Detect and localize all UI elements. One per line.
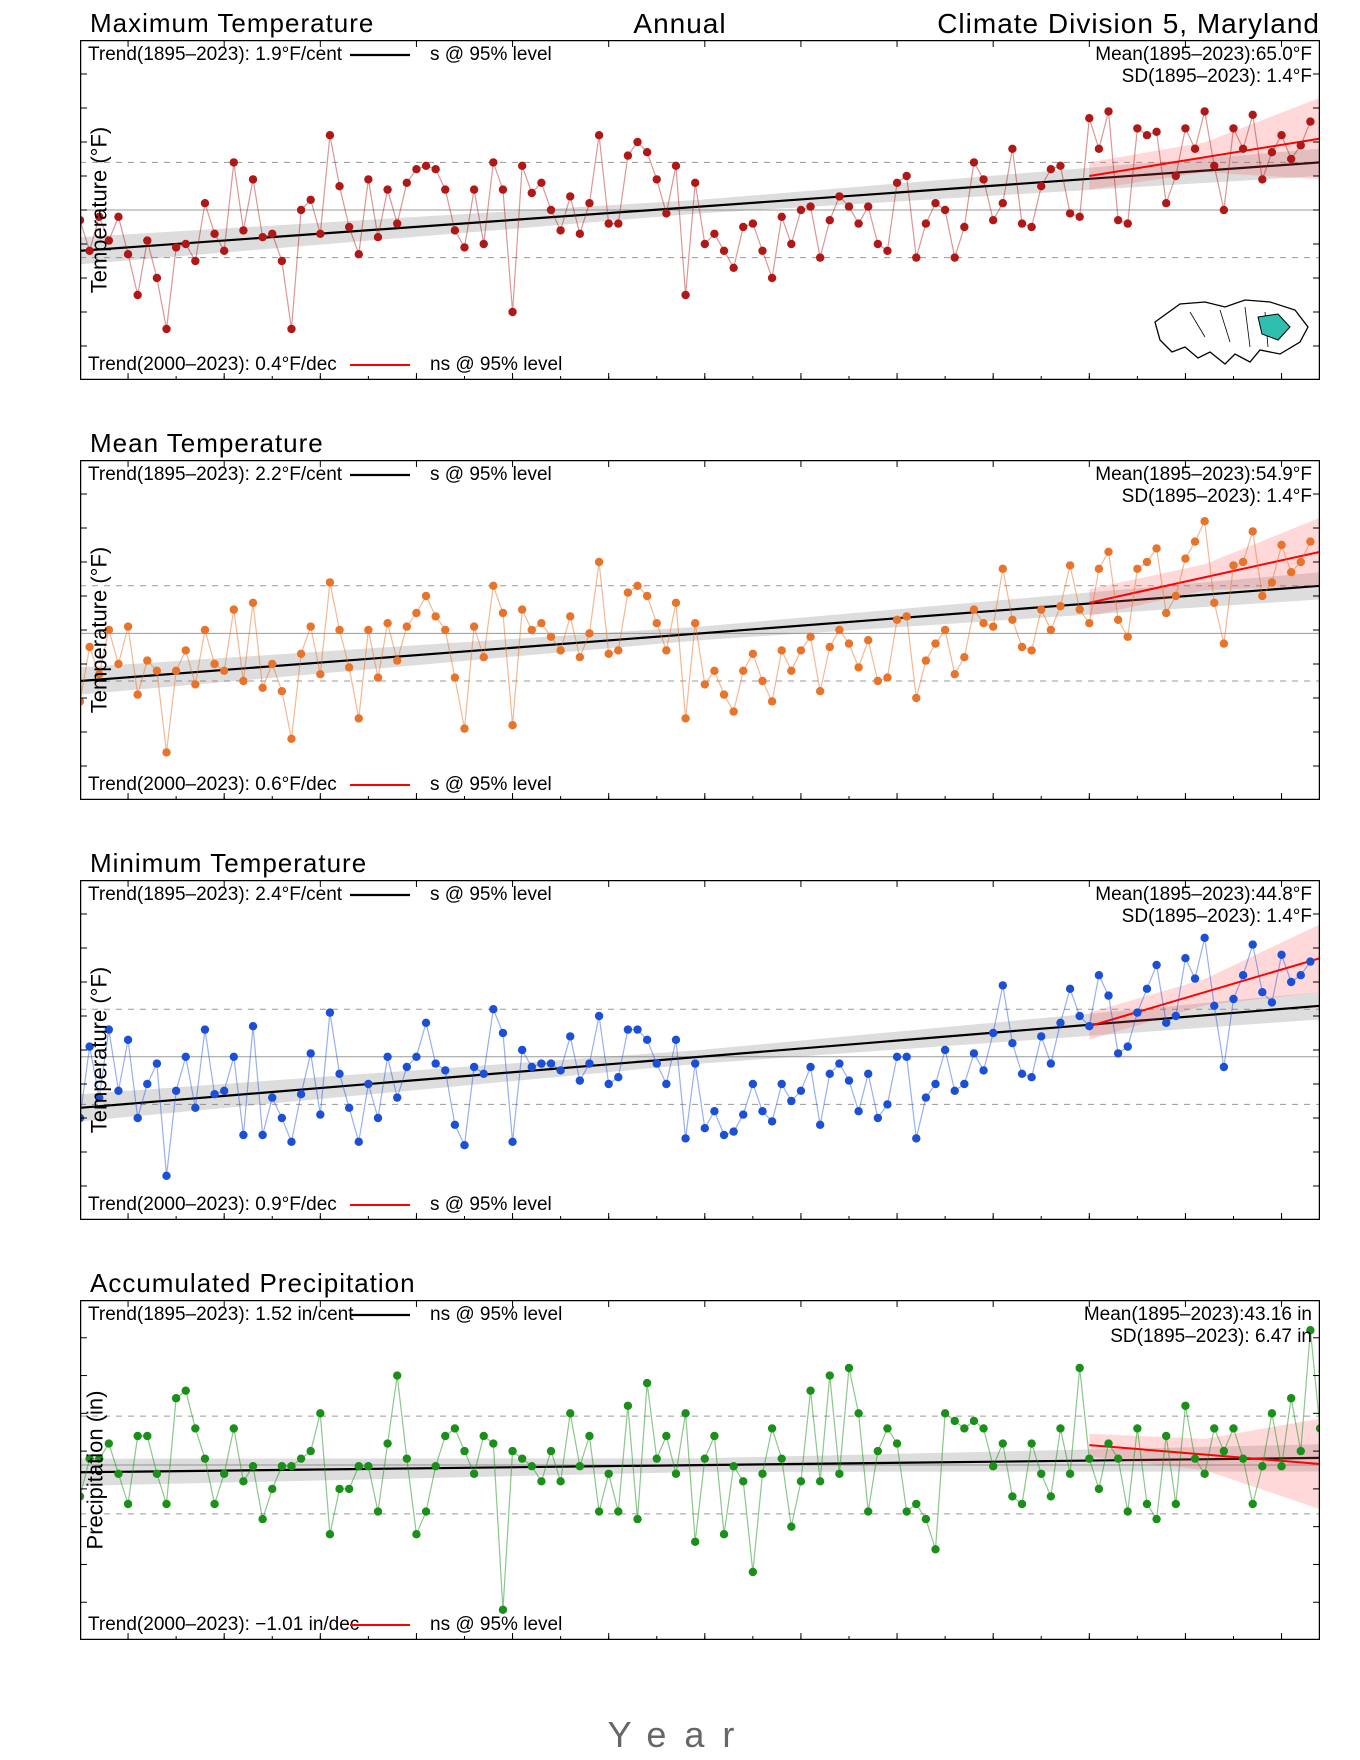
header-period: Annual xyxy=(633,8,726,40)
svg-text:Trend(1895–2023): 1.9°F/cent: Trend(1895–2023): 1.9°F/cent xyxy=(88,44,343,65)
svg-text:Trend(2000–2023): −1.01 in/de: Trend(2000–2023): −1.01 in/dec xyxy=(88,1614,359,1635)
chart-svg: 6061626364656667686970190019101920193019… xyxy=(80,40,1320,380)
svg-text:Trend(1895–2023): 2.2°F/cent: Trend(1895–2023): 2.2°F/cent xyxy=(88,464,343,485)
svg-text:s @ 95% level: s @ 95% level xyxy=(430,44,552,65)
panel-title: Accumulated Precipitation xyxy=(90,1268,416,1299)
panel-title: Maximum Temperature xyxy=(90,8,374,39)
svg-text:ns @ 95% level: ns @ 95% level xyxy=(430,1304,562,1325)
svg-text:s @ 95% level: s @ 95% level xyxy=(430,884,552,905)
y-axis-label: Temperature (°F) xyxy=(86,547,112,714)
chart-svg: 4041424344454647484950190019101920193019… xyxy=(80,880,1320,1220)
y-axis-label: Temperature (°F) xyxy=(86,127,112,294)
svg-text:Trend(2000–2023): 0.9°F/dec: Trend(2000–2023): 0.9°F/dec xyxy=(88,1194,337,1215)
svg-text:Mean(1895–2023):43.16 in: Mean(1895–2023):43.16 in xyxy=(1084,1304,1312,1325)
y-axis-label: Precipitation (in) xyxy=(82,1391,108,1550)
y-axis-label: Temperature (°F) xyxy=(86,967,112,1134)
chart-svg: 5051525354555657585960190019101920193019… xyxy=(80,460,1320,800)
svg-text:s @ 95% level: s @ 95% level xyxy=(430,774,552,795)
svg-text:Trend(1895–2023): 2.4°F/cent: Trend(1895–2023): 2.4°F/cent xyxy=(88,884,343,905)
svg-text:Mean(1895–2023):44.8°F: Mean(1895–2023):44.8°F xyxy=(1095,884,1312,905)
chart-svg: 2025303540455055606519001910192019301940… xyxy=(80,1300,1320,1640)
svg-text:Mean(1895–2023):65.0°F: Mean(1895–2023):65.0°F xyxy=(1095,44,1312,65)
svg-text:Trend(2000–2023): 0.4°F/dec: Trend(2000–2023): 0.4°F/dec xyxy=(88,354,337,375)
chart-panel: Mean TemperatureTemperature (°F)50515253… xyxy=(80,460,1320,800)
svg-text:SD(1895–2023): 1.4°F: SD(1895–2023): 1.4°F xyxy=(1122,486,1312,507)
panel-title: Minimum Temperature xyxy=(90,848,367,879)
svg-text:SD(1895–2023): 6.47 in: SD(1895–2023): 6.47 in xyxy=(1110,1326,1312,1347)
svg-text:s @ 95% level: s @ 95% level xyxy=(430,1194,552,1215)
svg-text:s @ 95% level: s @ 95% level xyxy=(430,464,552,485)
svg-text:Trend(1895–2023): 1.52 in/cen: Trend(1895–2023): 1.52 in/cent xyxy=(88,1304,354,1325)
chart-panel: Minimum TemperatureTemperature (°F)40414… xyxy=(80,880,1320,1220)
svg-text:SD(1895–2023): 1.4°F: SD(1895–2023): 1.4°F xyxy=(1122,66,1312,87)
svg-text:ns @ 95% level: ns @ 95% level xyxy=(430,1614,562,1635)
svg-text:ns @ 95% level: ns @ 95% level xyxy=(430,354,562,375)
svg-text:Trend(2000–2023): 0.6°F/dec: Trend(2000–2023): 0.6°F/dec xyxy=(88,774,337,795)
panel-title: Mean Temperature xyxy=(90,428,324,459)
svg-text:Mean(1895–2023):54.9°F: Mean(1895–2023):54.9°F xyxy=(1095,464,1312,485)
chart-panel: Maximum TemperatureTemperature (°F)60616… xyxy=(80,40,1320,380)
header-region: Climate Division 5, Maryland xyxy=(937,8,1320,40)
chart-panel: Accumulated PrecipitationPrecipitation (… xyxy=(80,1300,1320,1640)
x-axis-label: Year xyxy=(608,1714,753,1756)
svg-text:SD(1895–2023): 1.4°F: SD(1895–2023): 1.4°F xyxy=(1122,906,1312,927)
